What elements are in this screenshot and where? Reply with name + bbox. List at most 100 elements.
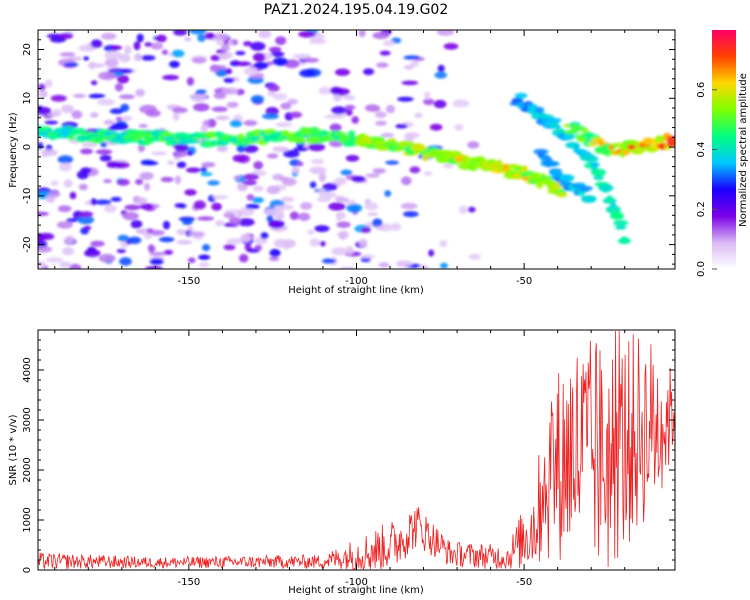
- spectrogram-feature: [577, 185, 593, 191]
- spectrogram-speckle: [226, 238, 244, 245]
- spectrogram-speckle: [291, 166, 300, 174]
- spectrogram-feature: [70, 127, 87, 135]
- spectrogram-speckle: [267, 84, 280, 92]
- spectrogram-speckle: [252, 52, 266, 62]
- spectrogram-speckle: [223, 244, 236, 251]
- spectrogram-speckle: [110, 45, 123, 50]
- spectrogram-speckle: [372, 218, 383, 228]
- spectrogram-speckle: [78, 183, 88, 191]
- spectrogram-speckle: [252, 197, 264, 204]
- spectrogram-speckle: [243, 120, 258, 126]
- spectrogram-speckle: [119, 257, 132, 266]
- spectrogram-feature: [556, 192, 568, 198]
- spectrogram-speckle: [59, 32, 74, 40]
- spectrogram-speckle: [84, 249, 101, 258]
- spectrogram-speckle: [97, 98, 115, 106]
- spectrogram-speckle: [38, 83, 46, 91]
- spectrogram-speckle: [88, 93, 106, 99]
- spectrogram-speckle: [211, 106, 228, 112]
- spectrogram-speckle: [403, 55, 421, 60]
- spectrogram-speckle: [289, 111, 303, 119]
- spectrogram-speckle: [334, 177, 347, 186]
- spectrogram-speckle: [116, 178, 130, 186]
- spectrogram-speckle: [400, 202, 418, 210]
- spectrogram-speckle: [458, 205, 468, 214]
- snr-ylabel: SNR (10 * v/v): [8, 414, 19, 485]
- spectrogram-xtick-label: -150: [178, 276, 201, 287]
- spectrogram-speckle: [258, 30, 272, 39]
- spectrogram-speckle: [324, 114, 341, 119]
- spectrogram-speckle: [156, 34, 167, 43]
- spectrogram-feature: [614, 225, 627, 230]
- spectrogram-speckle: [252, 185, 264, 192]
- spectrogram-speckle: [207, 180, 220, 186]
- spectrogram-ytick-label: 0: [22, 144, 33, 150]
- spectrogram-speckle: [174, 203, 185, 208]
- spectrogram-speckle: [379, 50, 391, 56]
- spectrogram-speckle: [253, 62, 269, 69]
- colorbar-tick-label: 0.2: [696, 201, 707, 217]
- spectrogram-speckle: [309, 238, 321, 247]
- snr-ytick-label: 4000: [22, 357, 33, 382]
- spectrogram-speckle: [225, 68, 233, 75]
- spectrogram-speckle: [468, 253, 482, 260]
- spectrogram-speckle: [137, 144, 145, 153]
- spectrogram-feature: [534, 106, 545, 114]
- spectrogram-speckle: [331, 106, 347, 115]
- spectrogram-speckle: [59, 52, 76, 57]
- spectrogram-speckle: [140, 55, 156, 61]
- snr-xlabel: Height of straight line (km): [288, 585, 424, 596]
- spectrogram-speckle: [124, 204, 141, 211]
- spectrogram-speckle: [452, 99, 470, 108]
- spectrogram-speckle: [161, 49, 169, 55]
- spectrogram-speckle: [90, 240, 105, 247]
- spectrogram-speckle: [184, 36, 192, 42]
- spectrogram-speckle: [189, 30, 207, 35]
- spectrogram-speckle: [361, 254, 376, 259]
- colorbar-tick-label: 0.4: [696, 142, 707, 158]
- spectrogram-speckle: [243, 173, 260, 181]
- spectrogram-speckle: [100, 32, 117, 40]
- spectrogram-speckle: [104, 204, 117, 213]
- spectrogram-speckle: [90, 112, 99, 118]
- spectrogram-feature: [186, 139, 200, 144]
- spectrogram-speckle: [309, 181, 317, 189]
- spectrogram-speckle: [397, 96, 414, 102]
- spectrogram-speckle: [38, 106, 52, 115]
- spectrogram-speckle: [375, 111, 387, 118]
- spectrogram-peak: [627, 144, 636, 150]
- spectrogram-speckle: [467, 206, 476, 213]
- spectrogram-speckle: [391, 222, 402, 232]
- spectrogram-peak: [667, 135, 675, 141]
- spectrogram-speckle: [138, 123, 148, 128]
- spectrogram-speckle: [272, 146, 289, 153]
- spectrogram-speckle: [269, 248, 281, 257]
- spectrogram-feature: [469, 160, 478, 166]
- spectrogram-speckle: [209, 64, 220, 73]
- spectrogram-xtick-label: -100: [345, 276, 368, 287]
- spectrogram-feature: [605, 205, 621, 214]
- spectrogram-speckle: [237, 218, 255, 227]
- spectrogram-speckle: [268, 46, 282, 53]
- spectrogram-speckle: [87, 63, 105, 68]
- spectrogram-speckle: [318, 191, 337, 199]
- spectrogram-speckle: [378, 262, 390, 268]
- spectrogram-speckle: [253, 161, 264, 170]
- spectrogram-speckle: [106, 161, 121, 169]
- spectrogram-speckle: [345, 108, 353, 116]
- spectrogram-ytick-label: -20: [22, 236, 33, 252]
- spectrogram-speckle: [410, 60, 420, 67]
- spectrogram-speckle: [333, 94, 342, 102]
- spectrogram-feature: [593, 175, 604, 181]
- spectrogram-speckle: [173, 112, 180, 121]
- spectrogram-speckle: [271, 220, 281, 227]
- spectrogram-feature: [581, 196, 597, 203]
- spectrogram-speckle: [150, 42, 163, 50]
- spectrogram-speckle: [236, 61, 252, 67]
- snr-ytick-label: 3000: [22, 407, 33, 432]
- spectrogram-speckle: [309, 166, 327, 175]
- spectrogram-speckle: [66, 218, 78, 223]
- spectrogram-speckle: [163, 249, 174, 255]
- spectrogram-speckle: [160, 176, 174, 183]
- spectrogram-speckle: [187, 226, 194, 232]
